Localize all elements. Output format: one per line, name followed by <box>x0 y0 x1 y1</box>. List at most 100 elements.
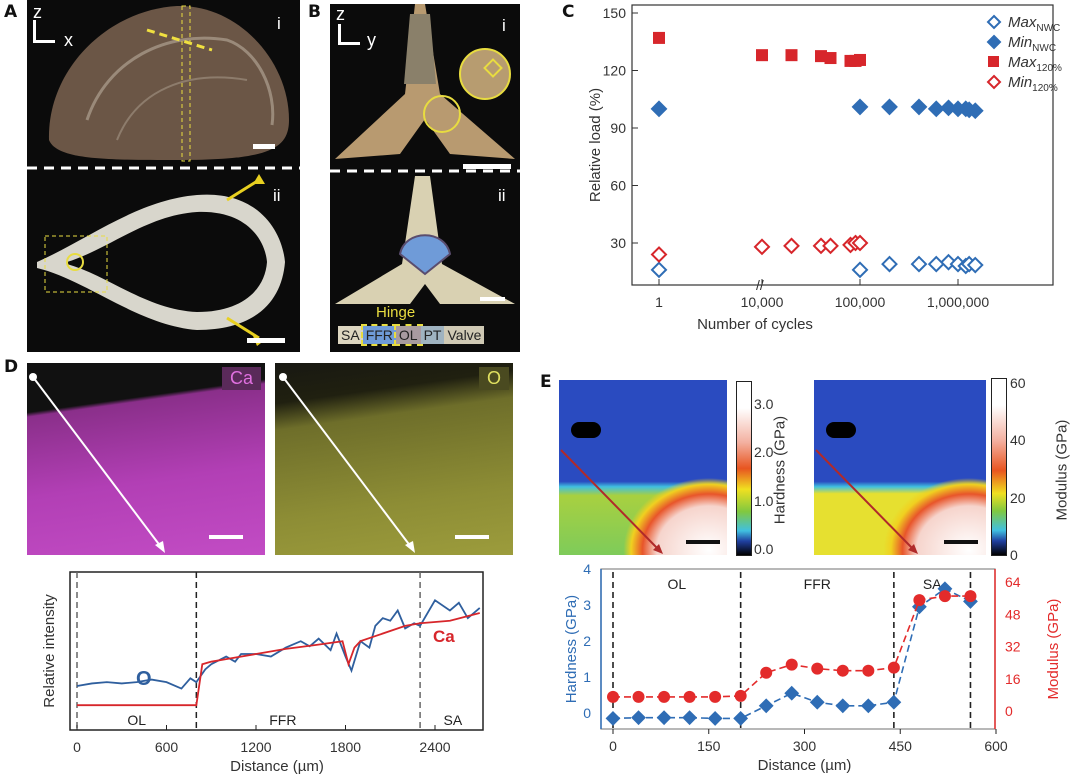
hardness-colorbar-tick: 0.0 <box>754 541 774 557</box>
data-point <box>824 52 837 65</box>
x-tick-label: 1200 <box>240 739 271 755</box>
legend-item-sa: SA <box>338 326 363 344</box>
x-tick-label: 600 <box>155 739 179 755</box>
right-axis-label: Modulus (GPa) <box>1045 599 1062 700</box>
line-scan-arrow-icon-o <box>279 373 489 553</box>
legend-label: MinNWC <box>1008 34 1056 54</box>
data-point <box>783 237 800 255</box>
series-line-hardness <box>612 587 971 720</box>
series-label-o: O <box>136 668 152 690</box>
data-point <box>756 49 768 62</box>
data-point <box>927 100 945 118</box>
y-axis-label: Relative load (%) <box>587 88 604 202</box>
ca-map-label: Ca <box>221 367 261 390</box>
right-tick-label: 48 <box>1005 606 1021 622</box>
defect-spot <box>571 422 601 438</box>
x-tick-label: 2400 <box>419 739 450 755</box>
region-label: OL <box>667 576 686 592</box>
panel-label-c: C <box>562 2 575 22</box>
hinge-photo-b: z y i ii Hinge SA FFR OL PT Valve <box>330 4 520 352</box>
axis-z-label: z <box>33 2 42 22</box>
data-point-hardness <box>809 694 825 710</box>
data-point-hardness <box>886 694 902 710</box>
data-point <box>650 100 668 118</box>
region-label: OL <box>127 712 146 728</box>
chart-d-line-scan: OL FFR SA 0 600 1200 1800 2400 Distance (µm) Rela… <box>41 571 484 775</box>
axis-break-icon: // <box>756 277 764 293</box>
data-point <box>854 53 866 66</box>
subpanel-ii-label-b: ii <box>498 186 506 205</box>
modulus-colorbar-tick: 20 <box>1010 489 1026 506</box>
data-point <box>785 49 798 62</box>
legend-item-pt: PT <box>420 326 445 344</box>
data-point-hardness <box>758 698 774 714</box>
y-axis-label: Relative intensity <box>41 594 58 708</box>
hinge-illustration <box>330 4 520 304</box>
legend-marker <box>988 56 999 67</box>
data-point-hardness <box>631 710 646 726</box>
x-tick-label: 10,000 <box>741 294 784 310</box>
o-map-label: O <box>478 367 509 390</box>
chart-c-relative-load: 30 60 90 120 150 1 10,000 100,000 1,000,000 Numbe… <box>587 4 1062 333</box>
legend-item-ol: OL <box>393 324 423 346</box>
data-point-hardness <box>605 710 621 726</box>
x-axis-label: Distance (µm) <box>758 757 852 774</box>
left-tick-label: 0 <box>583 705 591 721</box>
data-point-modulus <box>964 590 977 603</box>
data-point <box>753 238 771 256</box>
subpanel-i-label: i <box>277 14 281 33</box>
series-label-ca: Ca <box>433 627 455 646</box>
plot-frame <box>69 571 484 731</box>
data-point <box>851 234 869 252</box>
series-min-nwc <box>650 98 984 120</box>
subpanel-ii-label: ii <box>273 186 281 205</box>
series-line-ca <box>77 612 480 707</box>
data-point-hardness <box>707 710 723 726</box>
hinge-label: Hinge <box>376 304 416 321</box>
data-point-modulus <box>632 690 645 703</box>
series-max-nwc <box>650 253 984 279</box>
data-point-hardness <box>656 710 672 726</box>
left-tick-label: 2 <box>583 633 591 649</box>
data-point <box>650 246 668 263</box>
x-tick-label: 100,000 <box>835 294 886 310</box>
data-point-modulus <box>938 590 951 603</box>
data-point-hardness <box>733 710 749 726</box>
subpanel-i-label-b: i <box>502 16 506 35</box>
x-axis-label: Distance (µm) <box>230 758 324 775</box>
data-point-modulus <box>658 690 671 703</box>
scale-bar <box>686 540 720 544</box>
x-tick-label: 0 <box>609 738 617 754</box>
axis-right-arrow-icon-b <box>338 42 360 45</box>
panel-label-a: A <box>4 2 18 22</box>
hardness-colorbar-tick: 3.0 <box>754 396 774 413</box>
x-tick-label: 1,000,000 <box>927 294 989 310</box>
x-tick-label: 150 <box>697 738 721 754</box>
data-point-modulus <box>785 658 798 671</box>
x-axis-label: Number of cycles <box>697 316 813 333</box>
legend-label: MaxNWC <box>1008 14 1060 34</box>
line-scan-arrow-icon-e1 <box>560 449 663 554</box>
data-point <box>851 98 869 116</box>
data-point-modulus <box>836 664 849 677</box>
series-min-120pct <box>650 234 869 263</box>
region-label: SA <box>444 712 463 728</box>
data-point-modulus <box>887 661 900 674</box>
data-point-modulus <box>607 690 619 703</box>
x-tick-label: 1 <box>655 294 663 310</box>
data-point-hardness <box>682 710 698 726</box>
modulus-colorbar-label: Modulus (GPa) <box>1053 419 1071 521</box>
hardness-colorbar <box>736 381 752 556</box>
chart-e-mechanical-profile: OL FFR SA 0 150 300 450 600 0 1 2 3 4 0 16 32 48 64 Distan… <box>563 561 1062 774</box>
o-eds-map: O <box>275 363 513 555</box>
right-tick-label: 16 <box>1005 671 1021 687</box>
modulus-colorbar-tick: 60 <box>1010 375 1026 391</box>
panel-label-b: B <box>308 2 321 22</box>
axis-up-arrow-icon <box>33 20 36 42</box>
modulus-colorbar-tick: 40 <box>1010 432 1026 449</box>
right-tick-label: 32 <box>1005 639 1021 655</box>
modulus-colorbar-tick: 0 <box>1010 547 1018 563</box>
shell-photo-a: z x i ii <box>27 0 300 352</box>
plot-frame <box>600 568 996 730</box>
data-point <box>910 98 928 116</box>
